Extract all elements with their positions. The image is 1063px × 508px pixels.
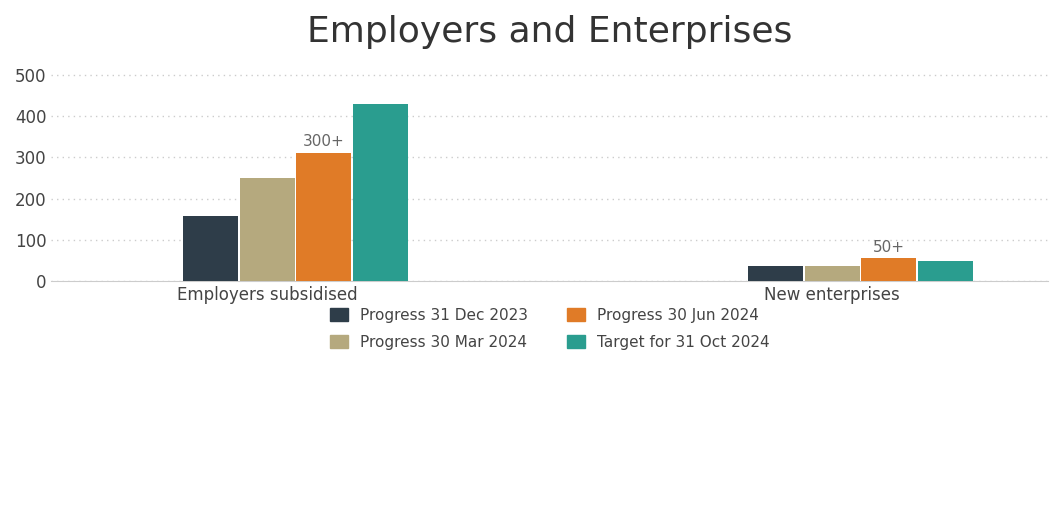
Bar [805, 267, 860, 281]
Bar [917, 261, 973, 281]
Bar [353, 104, 408, 281]
Legend: Progress 31 Dec 2023, Progress 30 Mar 2024, Progress 30 Jun 2024, Target for 31 : Progress 31 Dec 2023, Progress 30 Mar 20… [323, 302, 776, 356]
Title: Employers and Enterprises: Employers and Enterprises [307, 15, 792, 49]
Bar [183, 216, 238, 281]
Bar [239, 178, 294, 281]
Bar [296, 152, 352, 281]
Bar [748, 267, 804, 281]
Bar [861, 258, 916, 281]
Text: 50+: 50+ [873, 240, 905, 255]
Text: 300+: 300+ [303, 134, 344, 149]
